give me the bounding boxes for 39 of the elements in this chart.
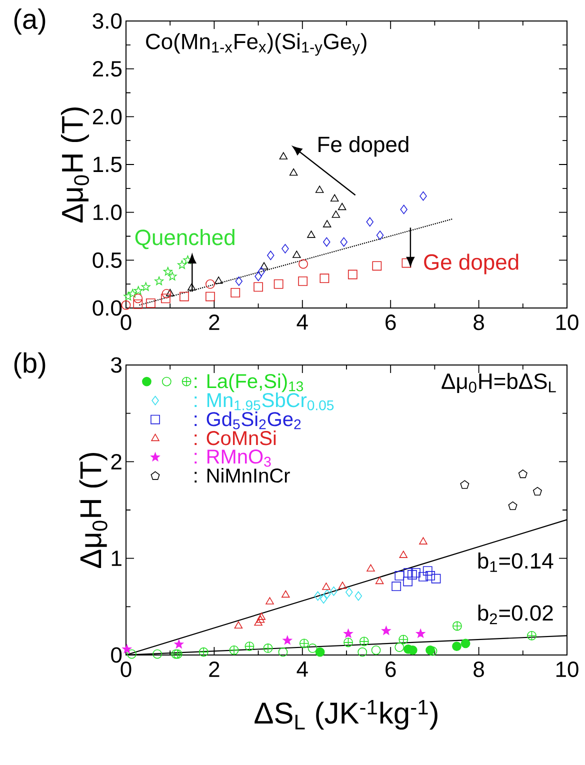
annotation: b$_{1}$=0.14 (478, 552, 554, 572)
y-tick-label: 0 (111, 647, 122, 663)
annotation: Ge doped (424, 254, 518, 274)
legend-label: : NiMnInCr (194, 468, 290, 483)
y-axis-title: Δμ$_{0}$H (T) (79, 452, 108, 568)
y-axis-title: Δμ$_{0}$H (T) (60, 107, 90, 223)
y-tick-label: 0.0 (92, 300, 122, 316)
x-tick-label: 4 (296, 314, 308, 330)
annotation: Δμ$_{0}$H=bΔS$_{L}$ (442, 372, 556, 394)
annotation: b$_{2}$=0.02 (478, 604, 553, 624)
x-tick-label: 8 (474, 314, 484, 330)
annotation: Quenched (135, 229, 234, 250)
text: Co(Mn$_{1-x}$Fe$_{x}$)(Si$_{1-y}$Ge$_{y}$) (146, 33, 366, 56)
x-tick-label: 10 (556, 662, 578, 678)
legend-label: : Gd$_{5}$Si$_{2}$Ge$_{2}$ (194, 412, 301, 430)
x-tick-label: 6 (386, 662, 396, 678)
x-tick-label: 10 (556, 314, 578, 330)
y-tick-label: 0.5 (92, 252, 122, 268)
annotation: Fe doped (318, 136, 408, 157)
y-tick-label: 2 (111, 454, 122, 470)
y-tick-label: 1.5 (94, 156, 122, 172)
x-tick-label: 6 (386, 314, 396, 330)
y-tick-label: 2.0 (92, 108, 122, 124)
legend-label: : RMnO$_{3}$ (194, 450, 271, 467)
y-tick-label: 3 (111, 357, 122, 373)
x-tick-label: 2 (209, 662, 220, 677)
legend-label: : Mn$_{1.95}$SbCr$_{0.05}$ (194, 392, 334, 410)
y-tick-label: 1 (112, 550, 122, 566)
legend-label: : CoMnSi (194, 430, 276, 446)
y-tick-label: 3.0 (92, 13, 122, 29)
x-axis-title: ΔS$_{L}$ (JK$^{-1}$kg$^{-1}$) (254, 700, 438, 730)
x-tick-label: 8 (474, 662, 484, 678)
chart-title: (a) (14, 8, 46, 35)
y-tick-label: 2.5 (92, 61, 122, 77)
x-tick-label: 4 (296, 662, 308, 677)
chart-title: (b) (14, 352, 46, 378)
x-tick-label: 2 (209, 314, 220, 330)
y-tick-label: 1.0 (94, 204, 122, 220)
legend-label: : La(Fe,Si)$_{13}$ (194, 374, 304, 392)
